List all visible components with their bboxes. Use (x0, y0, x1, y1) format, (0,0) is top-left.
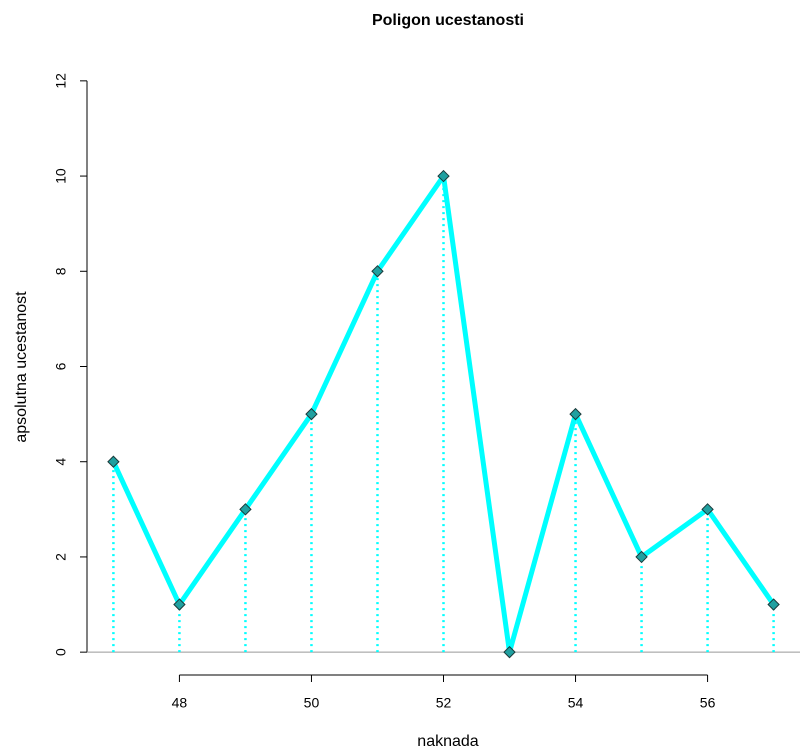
y-axis-label: apsolutna ucestanost (13, 291, 30, 443)
point (371, 265, 384, 278)
y-tick-label: 2 (53, 553, 69, 561)
x-tick-label: 48 (172, 695, 188, 711)
point (635, 550, 648, 564)
x-tick-label: 50 (304, 695, 320, 711)
y-tick-label: 4 (53, 458, 69, 466)
point (767, 598, 780, 611)
point (437, 169, 450, 183)
line-series (111, 173, 776, 655)
chart-title: Poligon ucestanosti (372, 12, 524, 29)
point (503, 645, 516, 659)
point (239, 503, 252, 516)
y-tick-label: 8 (53, 267, 69, 275)
y-tick-label: 6 (53, 362, 69, 370)
x-tick-label: 56 (700, 695, 716, 711)
point (701, 503, 714, 516)
y-tick-label: 12 (53, 73, 69, 89)
point (107, 455, 120, 468)
x-tick-label: 52 (436, 695, 452, 711)
x-axis-label: naknada (417, 733, 478, 750)
point (569, 407, 582, 421)
y-tick-label: 0 (53, 648, 69, 656)
x-tick-label: 54 (568, 695, 584, 711)
y-tick-label: 10 (53, 168, 69, 184)
point (305, 407, 318, 421)
point (173, 598, 186, 611)
